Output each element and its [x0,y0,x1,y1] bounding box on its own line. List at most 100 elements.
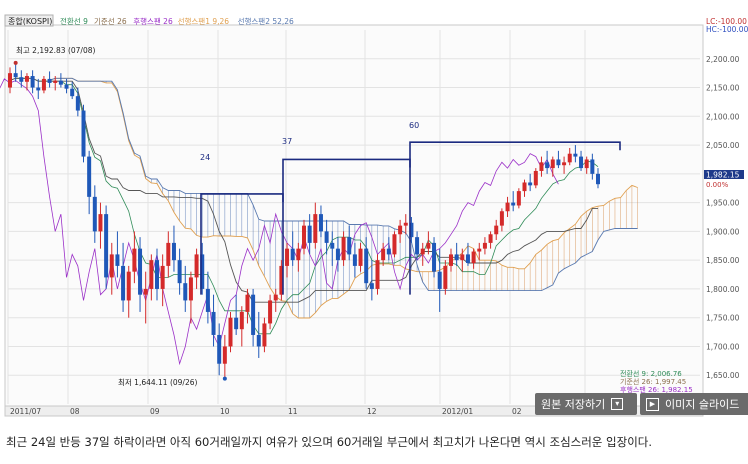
candle-body [318,214,323,232]
candle-body [36,87,41,91]
candle-body [415,237,420,255]
candle-body [166,242,171,266]
candle-body [420,248,425,255]
y-tick-label: 1,800.00 [706,285,740,294]
candle-body [256,334,261,347]
chikou-line [0,78,559,366]
indicator-legend: 전환선 9 기준선 26 후행스팬 26 선행스팬1 9,26 선행스팬2 52,26 [60,16,294,26]
candle-body [545,162,550,169]
candle-body [499,211,504,226]
slideshow-button[interactable]: ▶ 이미지 슬라이드 [640,393,748,415]
candle-body [70,88,75,97]
y-tick-label: 1,650.00 [706,371,740,380]
candle-body [550,159,555,169]
candle-body [132,248,137,272]
candle-body [392,234,397,255]
save-original-button[interactable]: 원본 저장하기 ▾ [535,393,637,415]
x-tick-label: 2011/07 [10,407,41,416]
candle-body [562,162,567,166]
x-tick-label: 2012/01 [442,407,473,416]
candle-body [138,248,143,295]
y-tick-label: 1,950.00 [706,199,740,208]
chart-svg: 2,200.002,150.002,100.002,050.002,000.00… [0,14,748,417]
candle-body [596,173,600,185]
candle-body [528,182,533,186]
candle-body [262,323,267,347]
candle-body [471,251,476,264]
candle-body [313,214,318,243]
x-tick-label: 09 [150,407,160,416]
legend-entry: 후행스팬 26 [133,16,173,26]
candle-body [533,170,538,186]
candle-body [194,254,199,278]
bracket-24-label: 24 [200,153,210,162]
candle-body [47,78,52,83]
legend-entry: 선행스팬2 52,26 [238,16,294,26]
lc-label: LC:-100.00 [706,17,747,26]
candle-body [53,80,58,83]
candle-body [335,248,340,261]
candle-body [403,222,408,226]
instrument-label: 종합(KOSPI) [8,17,52,26]
bracket-60-label: 60 [409,121,419,130]
candle-body [19,77,24,82]
candle-body [488,234,493,243]
candle-body [234,317,239,330]
candle-body [369,283,374,289]
candle-body [307,225,312,243]
bottom-value-2: 기준선 26: 1,997.45 [620,377,686,386]
candle-body [30,76,35,88]
candle-body [222,346,227,364]
candles [8,63,600,379]
current-pct: 0.00% [706,181,729,189]
y-tick-label: 1,700.00 [706,342,740,351]
bracket-37-label: 37 [282,137,292,146]
candle-body [386,248,391,255]
hc-label: HC:-100.00 [706,25,748,34]
high-marker [13,60,18,65]
candle-body [556,159,561,166]
candle-body [104,214,109,278]
cycle-brackets [13,60,621,381]
candle-body [121,265,126,301]
candle-body [58,80,63,85]
candle-body [460,254,465,261]
candle-body [347,237,352,255]
candle-body [64,84,69,89]
candle-body [109,254,114,278]
y-tick-label: 1,900.00 [706,227,740,236]
x-tick-label: 08 [70,407,80,416]
candle-body [505,202,510,212]
candle-body [590,159,595,174]
slideshow-label: 이미지 슬라이드 [665,398,740,411]
candle-body [81,110,86,157]
tenkan-line [9,77,599,335]
candle-body [449,254,453,266]
y-tick-label: 1,850.00 [706,256,740,265]
candle-body [160,265,165,289]
candle-body [92,196,97,232]
candle-body [273,294,278,301]
candle-body [75,96,80,111]
candle-body [245,294,250,312]
candle-body [143,288,148,295]
x-tick-label: 12 [367,407,377,416]
y-tick-label: 2,150.00 [706,84,740,93]
bottom-value-3: 후행스팬 26: 1,982.15 [620,385,693,394]
candle-body [279,265,284,295]
candle-body [251,294,256,335]
dropdown-icon: ▾ [611,398,624,410]
x-tick-label: 11 [288,407,298,416]
chart-header: 종합(KOSPI) 전환선 9 기준선 26 후행스팬 26 선행스팬1 9,26 선행… [4,14,748,34]
candle-body [87,156,92,197]
cycle-bracket [409,141,621,295]
grid-lines [7,30,700,404]
bottom-value-1: 전환선 9: 2,006.76 [620,369,682,378]
candle-body [477,248,482,252]
current-price-box [704,170,744,179]
candle-body [465,254,470,264]
candle-body [149,260,154,289]
candle-body [239,311,244,330]
candle-body [268,300,273,324]
